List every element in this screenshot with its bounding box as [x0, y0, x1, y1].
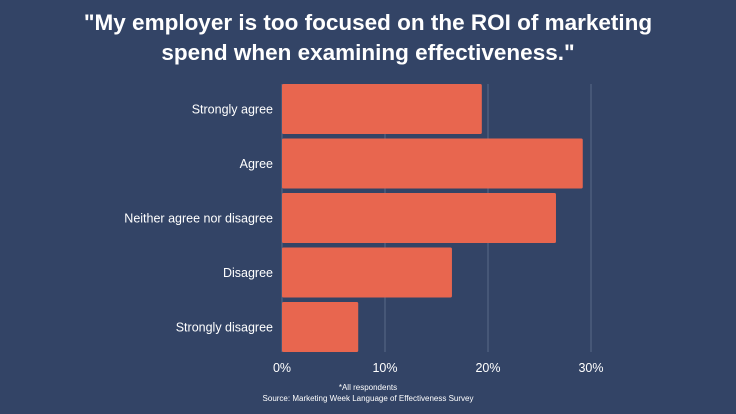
- chart-title-line-2: spend when examining effectiveness.": [161, 40, 575, 65]
- chart-title: "My employer is too focused on the ROI o…: [0, 8, 736, 68]
- category-label: Neither agree nor disagree: [124, 212, 273, 226]
- footnote-source: Source: Marketing Week Language of Effec…: [262, 394, 474, 403]
- x-tick-label: 20%: [475, 361, 500, 375]
- category-labels: Strongly agree Agree Neither agree nor dis…: [124, 103, 273, 335]
- bars: [282, 84, 583, 352]
- chart-title-line-1: "My employer is too focused on the ROI o…: [83, 10, 653, 35]
- footnote-respondents: *All respondents: [338, 383, 398, 392]
- bar: [282, 138, 583, 189]
- footnote: *All respondents Source: Marketing Week …: [0, 382, 736, 404]
- category-label: Strongly agree: [192, 103, 273, 117]
- x-tick-label: 0%: [273, 361, 291, 375]
- bar: [282, 84, 482, 134]
- category-label: Strongly disagree: [176, 321, 273, 335]
- category-label: Agree: [240, 157, 273, 171]
- bar: [282, 247, 452, 298]
- x-tick-labels: 0% 10% 20% 30%: [273, 361, 604, 375]
- x-tick-label: 30%: [578, 361, 603, 375]
- bar: [282, 302, 359, 352]
- category-label: Disagree: [223, 266, 273, 280]
- x-tick-label: 10%: [372, 361, 397, 375]
- bar: [282, 193, 556, 243]
